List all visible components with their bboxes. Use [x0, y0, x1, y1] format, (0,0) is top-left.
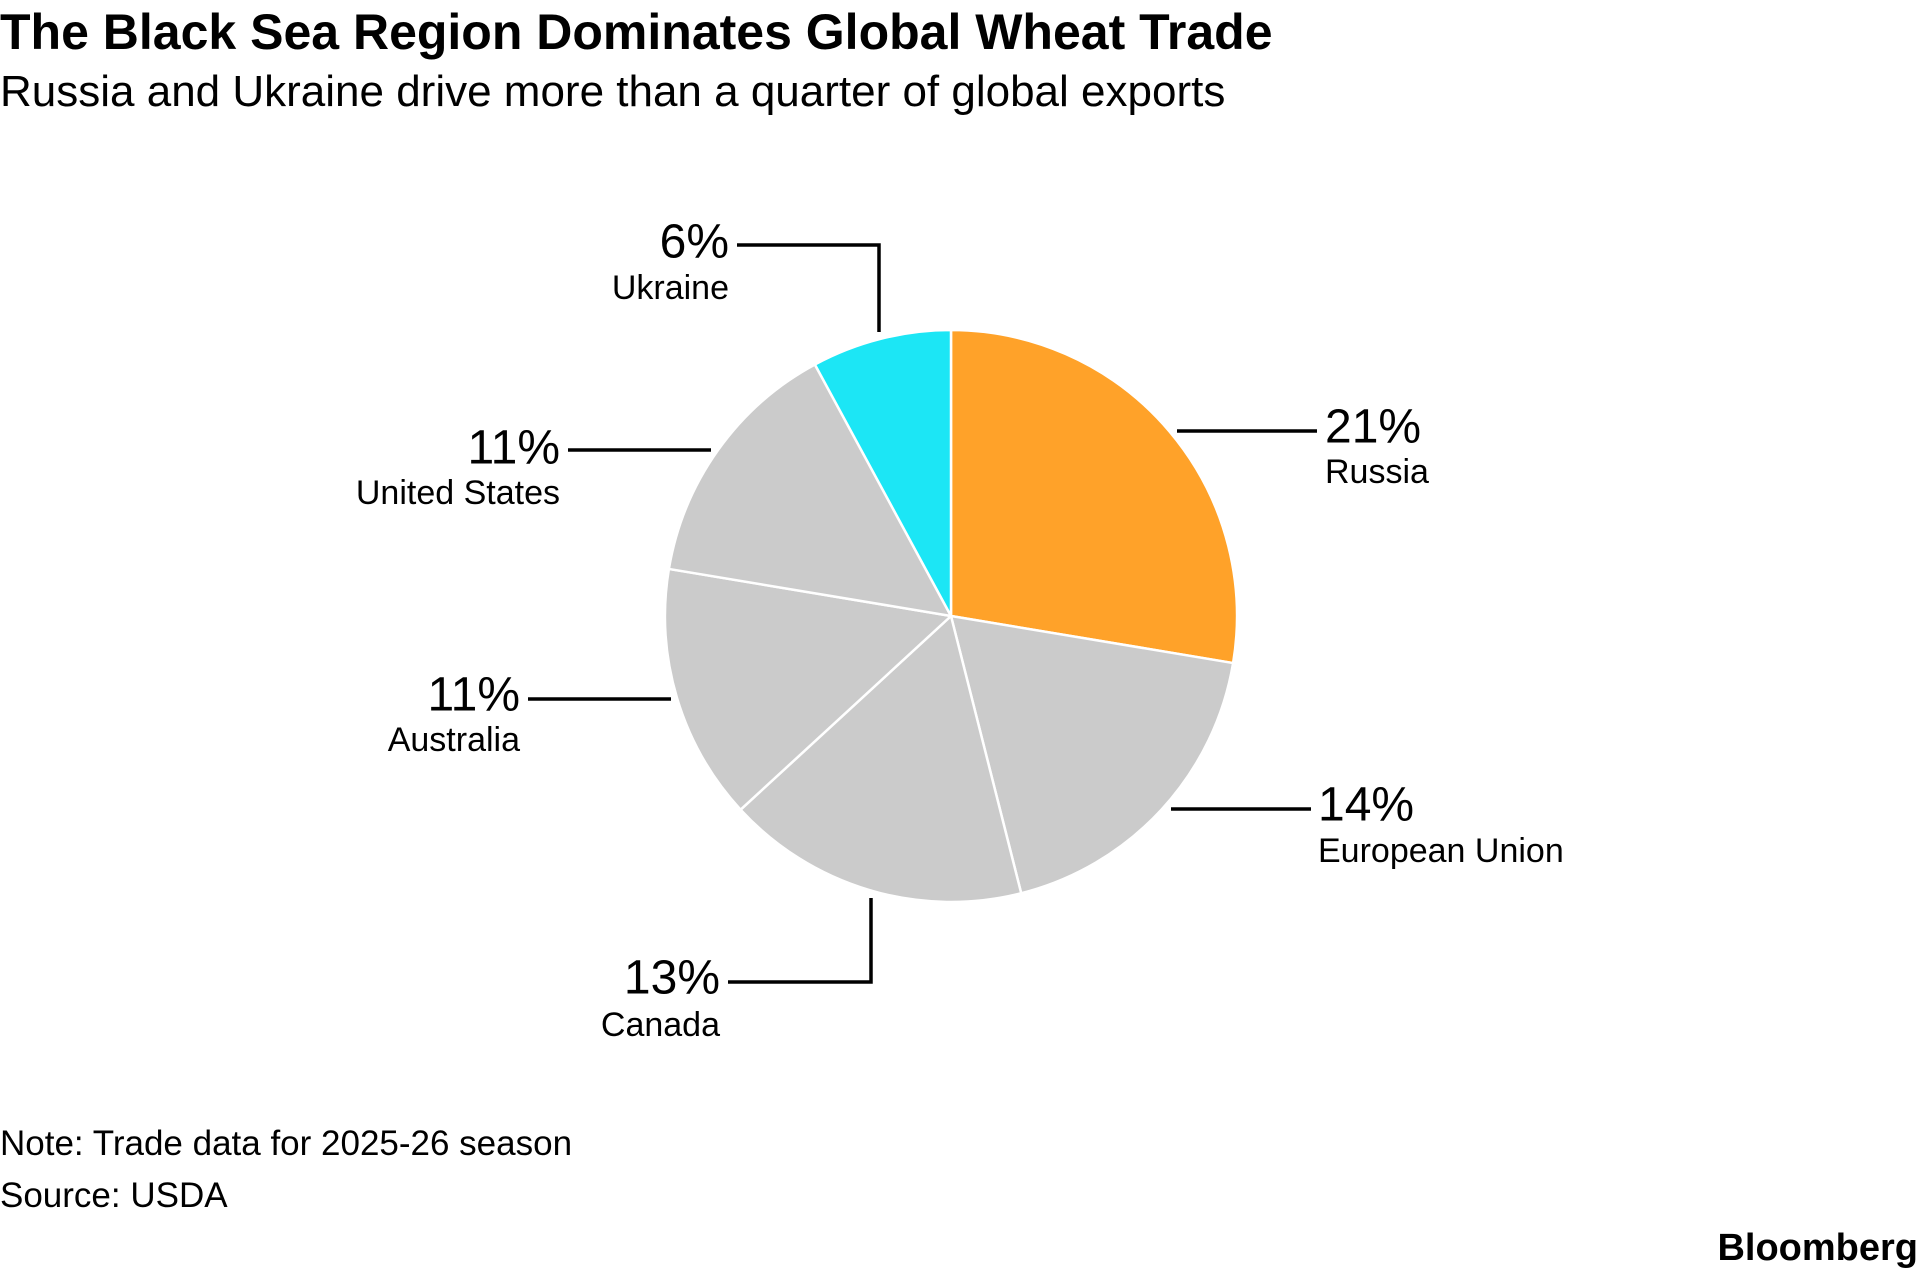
data-label-united-states: 11% [467, 422, 560, 475]
category-label-russia: Russia [1325, 453, 1429, 491]
data-label-russia: 21% [1325, 401, 1421, 454]
data-label-ukraine: 6% [660, 216, 729, 269]
chart-title: The Black Sea Region Dominates Global Wh… [0, 4, 1273, 60]
category-label-european-union: European Union [1318, 832, 1564, 870]
leader-line-canada [728, 898, 873, 984]
data-label-european-union: 14% [1318, 779, 1414, 832]
category-label-ukraine: Ukraine [612, 269, 729, 307]
category-label-united-states: United States [356, 474, 560, 512]
pie-slice-australia [663, 567, 953, 811]
data-label-australia: 11% [427, 669, 520, 722]
chart-subtitle: Russia and Ukraine drive more than a qua… [0, 67, 1226, 116]
pie-slice-canada [739, 614, 1023, 904]
chart-source: Source: USDA [0, 1176, 228, 1215]
pie-slice-ukraine [813, 328, 953, 618]
leader-line-ukraine [737, 243, 881, 332]
pie-slice-european-union [949, 614, 1235, 895]
chart-note: Note: Trade data for 2025-26 season [0, 1124, 573, 1163]
bloomberg-logo: Bloomberg [1717, 1227, 1918, 1269]
category-label-canada: Canada [601, 1006, 720, 1044]
pie-slice-russia [949, 328, 1239, 665]
data-label-canada: 13% [624, 952, 720, 1005]
category-label-australia: Australia [388, 721, 520, 759]
pie-slice-united-states [667, 363, 953, 618]
